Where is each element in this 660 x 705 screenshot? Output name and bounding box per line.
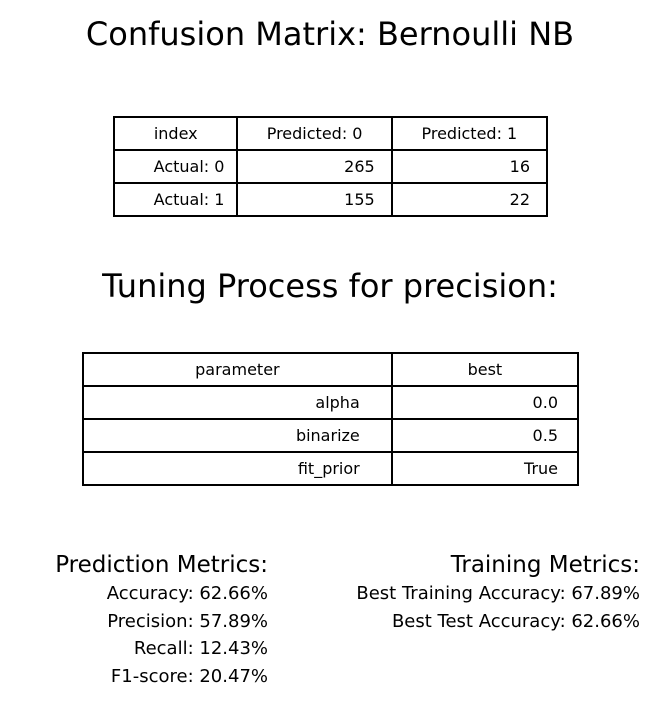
param-value-alpha: 0.0 [390, 385, 580, 420]
table-row: fit_prior True [82, 451, 580, 486]
metric-precision: Precision: 57.89% [107, 610, 268, 632]
prediction-metrics-heading: Prediction Metrics: [55, 552, 268, 578]
header-index: index [112, 116, 239, 151]
header-parameter: parameter [82, 352, 393, 387]
training-metrics-heading: Training Metrics: [450, 552, 640, 578]
param-value-fit-prior: True [390, 451, 580, 486]
cell-actual0-pred0: 265 [236, 149, 393, 184]
metric-f1-score: F1-score: 20.47% [110, 665, 268, 687]
header-predicted-0: Predicted: 0 [236, 116, 393, 151]
tuning-title: Tuning Process for precision: [102, 267, 558, 305]
row-label-actual-0: Actual: 0 [112, 149, 239, 184]
param-name-binarize: binarize [82, 418, 393, 453]
prediction-metrics: Prediction Metrics: Accuracy: 62.66% Pre… [55, 550, 268, 690]
metric-recall: Recall: 12.43% [133, 638, 268, 659]
table-row: binarize 0.5 [82, 418, 580, 453]
cell-actual1-pred0: 155 [236, 182, 393, 217]
table-row: alpha 0.0 [82, 385, 580, 420]
metric-best-training-accuracy: Best Training Accuracy: 67.89% [356, 583, 640, 604]
row-label-actual-1: Actual: 1 [112, 182, 239, 217]
cell-actual0-pred1: 16 [390, 149, 549, 184]
training-metrics: Training Metrics: Best Training Accuracy… [356, 550, 640, 635]
confusion-matrix-table: index Predicted: 0 Predicted: 1 Actual: … [112, 116, 549, 217]
param-name-alpha: alpha [82, 385, 393, 420]
metric-best-test-accuracy: Best Test Accuracy: 62.66% [391, 610, 640, 632]
table-row: Actual: 0 265 16 [112, 149, 549, 184]
header-best: best [390, 352, 580, 387]
table-header-row: index Predicted: 0 Predicted: 1 [112, 116, 549, 151]
table-header-row: parameter best [82, 352, 580, 387]
param-value-binarize: 0.5 [390, 418, 580, 453]
metric-accuracy: Accuracy: 62.66% [106, 583, 268, 604]
tuning-table: parameter best alpha 0.0 binarize 0.5 fi… [82, 352, 580, 486]
confusion-matrix-title: Confusion Matrix: Bernoulli NB [85, 15, 575, 53]
table-row: Actual: 1 155 22 [112, 182, 549, 217]
cell-actual1-pred1: 22 [390, 182, 549, 217]
param-name-fit-prior: fit_prior [82, 451, 393, 486]
header-predicted-1: Predicted: 1 [390, 116, 549, 151]
